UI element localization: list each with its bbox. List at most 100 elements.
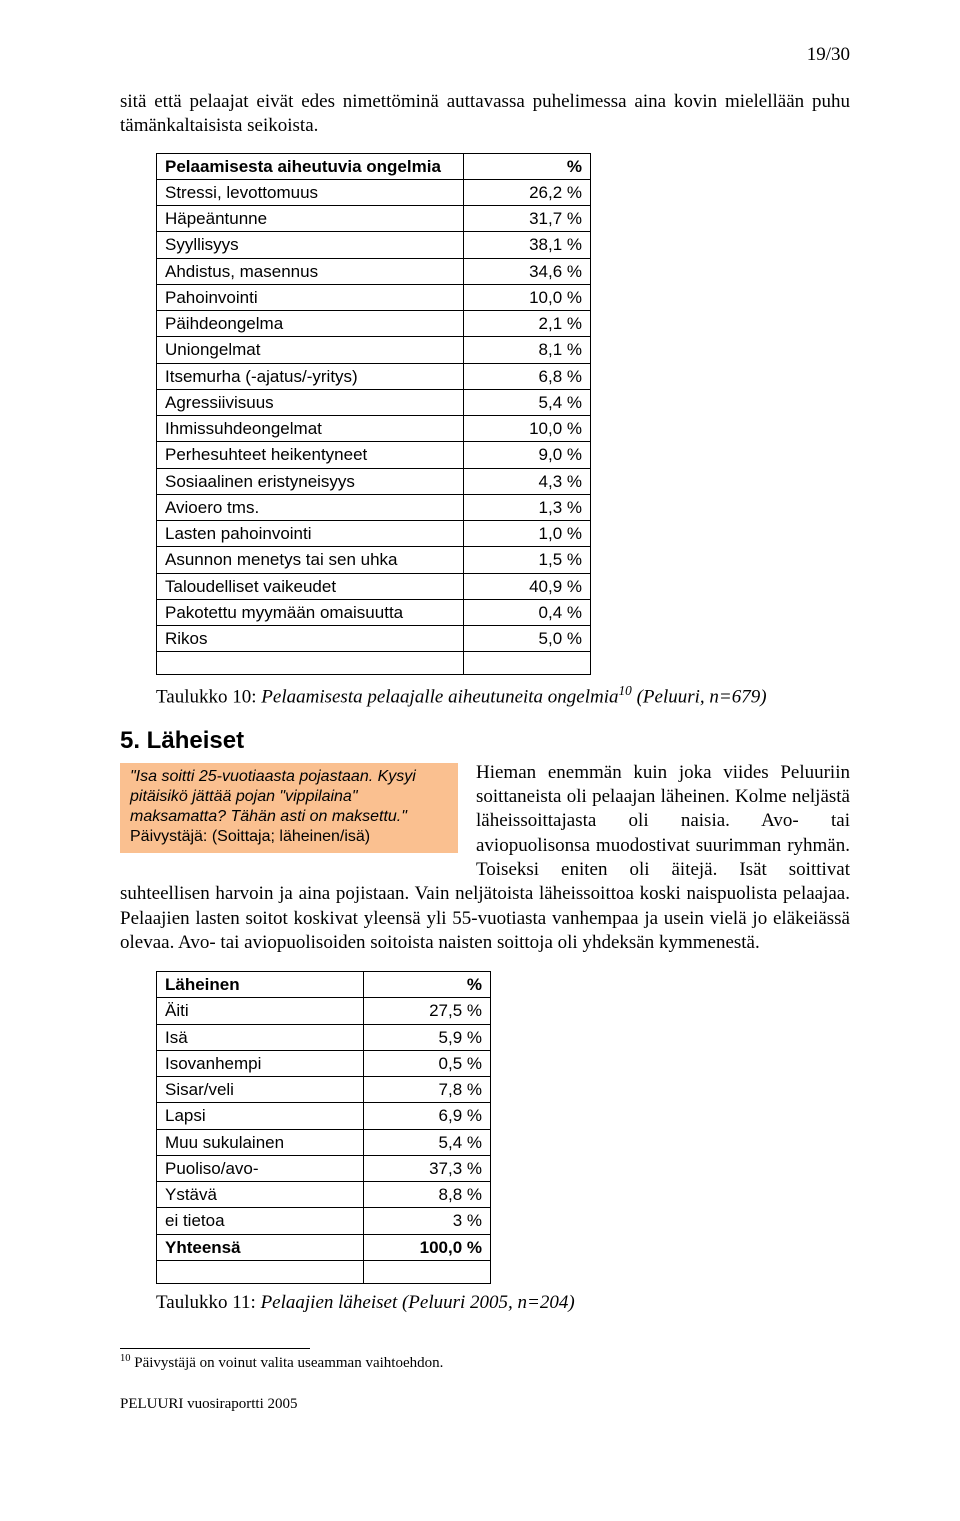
table-row: Stressi, levottomuus26,2 % <box>157 179 591 205</box>
quote-box: "Isa soitti 25-vuotiaasta pojastaan. Kys… <box>120 763 458 853</box>
table-row: Agressiivisuus5,4 % <box>157 389 591 415</box>
table-row: Sisar/veli7,8 % <box>157 1077 491 1103</box>
table-row: Avioero tms.1,3 % <box>157 494 591 520</box>
table-row: Muu sukulainen5,4 % <box>157 1129 491 1155</box>
cell-label: Pahoinvointi <box>157 284 464 310</box>
cell-value: 1,3 % <box>464 494 591 520</box>
section5-wrap: "Isa soitti 25-vuotiaasta pojastaan. Kys… <box>120 761 850 962</box>
cell-label: Äiti <box>157 998 364 1024</box>
caption1-prefix: Taulukko 10: <box>156 687 261 708</box>
cell-value: 10,0 % <box>464 284 591 310</box>
table-row: Ystävä8,8 % <box>157 1182 491 1208</box>
table-row: Sosiaalinen eristyneisyys4,3 % <box>157 468 591 494</box>
table-problems: Pelaamisesta aiheutuvia ongelmia%Stressi… <box>156 153 591 676</box>
table-row: Isä5,9 % <box>157 1024 491 1050</box>
cell-value: 6,9 % <box>364 1103 491 1129</box>
cell-value: 8,8 % <box>364 1182 491 1208</box>
cell-value: 5,0 % <box>464 626 591 652</box>
cell-value: 5,4 % <box>464 389 591 415</box>
cell-value: 26,2 % <box>464 179 591 205</box>
cell-value: 40,9 % <box>464 573 591 599</box>
table-row: Ihmissuhdeongelmat10,0 % <box>157 416 591 442</box>
cell-value: 1,5 % <box>464 547 591 573</box>
table-row: Pahoinvointi10,0 % <box>157 284 591 310</box>
table-row: ei tietoa3 % <box>157 1208 491 1234</box>
cell-label: Agressiivisuus <box>157 389 464 415</box>
footnote-separator <box>120 1348 310 1349</box>
cell-label: Isä <box>157 1024 364 1050</box>
cell-value: 8,1 % <box>464 337 591 363</box>
table-row: Taloudelliset vaikeudet40,9 % <box>157 573 591 599</box>
table-relatives: Läheinen%Äiti27,5 %Isä5,9 %Isovanhempi0,… <box>156 971 491 1284</box>
cell-label: Ystävä <box>157 1182 364 1208</box>
cell-label: Sisar/veli <box>157 1077 364 1103</box>
cell-value: 2,1 % <box>464 311 591 337</box>
cell-label: Puoliso/avo- <box>157 1155 364 1181</box>
cell-value: 6,8 % <box>464 363 591 389</box>
cell-value: 38,1 % <box>464 232 591 258</box>
cell-value: 100,0 % <box>364 1234 491 1260</box>
table-row: Päihdeongelma2,1 % <box>157 311 591 337</box>
quote-line2: Päivystäjä: (Soittaja; läheinen/isä) <box>130 828 370 845</box>
cell-label: Sosiaalinen eristyneisyys <box>157 468 464 494</box>
cell-label: Rikos <box>157 626 464 652</box>
total-row: Yhteensä100,0 % <box>157 1234 491 1260</box>
cell-value: 9,0 % <box>464 442 591 468</box>
cell-label: Itsemurha (-ajatus/-yritys) <box>157 363 464 389</box>
cell-label: Uniongelmat <box>157 337 464 363</box>
caption2-prefix: Taulukko 11: <box>156 1292 261 1313</box>
footer: PELUURI vuosiraportti 2005 <box>120 1396 850 1413</box>
table-row: Rikos5,0 % <box>157 626 591 652</box>
table1-caption: Taulukko 10: Pelaamisesta pelaajalle aih… <box>156 683 850 708</box>
cell-value: 5,9 % <box>364 1024 491 1050</box>
cell-value: 34,6 % <box>464 258 591 284</box>
quote-line1: "Isa soitti 25-vuotiaasta pojastaan. Kys… <box>130 768 416 825</box>
page-number: 19/30 <box>807 44 850 66</box>
cell-value: 10,0 % <box>464 416 591 442</box>
cell-label: Muu sukulainen <box>157 1129 364 1155</box>
cell-label: ei tietoa <box>157 1208 364 1234</box>
table-row: Asunnon menetys tai sen uhka1,5 % <box>157 547 591 573</box>
cell-value: 37,3 % <box>364 1155 491 1181</box>
table-row: Lasten pahoinvointi1,0 % <box>157 521 591 547</box>
blank-row <box>157 652 591 675</box>
footnote: 10 Päivystäjä on voinut valita useamman … <box>120 1353 850 1372</box>
footnote-text: Päivystäjä on voinut valita useamman vai… <box>131 1355 444 1371</box>
table-row: Syyllisyys38,1 % <box>157 232 591 258</box>
cell-label: Isovanhempi <box>157 1050 364 1076</box>
cell-label: Syyllisyys <box>157 232 464 258</box>
cell-value: 1,0 % <box>464 521 591 547</box>
table-row: Lapsi6,9 % <box>157 1103 491 1129</box>
cell-label: Asunnon menetys tai sen uhka <box>157 547 464 573</box>
cell-label: Lasten pahoinvointi <box>157 521 464 547</box>
table-row: Pakotettu myymään omaisuutta0,4 % <box>157 599 591 625</box>
cell-label: Häpeäntunne <box>157 206 464 232</box>
cell-label: Ihmissuhdeongelmat <box>157 416 464 442</box>
table-row: Itsemurha (-ajatus/-yritys)6,8 % <box>157 363 591 389</box>
table-row: Perhesuhteet heikentyneet9,0 % <box>157 442 591 468</box>
cell-value: 4,3 % <box>464 468 591 494</box>
cell-value: 27,5 % <box>364 998 491 1024</box>
table-row: Uniongelmat8,1 % <box>157 337 591 363</box>
cell-label: Pakotettu myymään omaisuutta <box>157 599 464 625</box>
intro-paragraph: sitä että pelaajat eivät edes nimettömin… <box>120 90 850 139</box>
footnote-num: 10 <box>120 1353 131 1364</box>
cell-value: 0,5 % <box>364 1050 491 1076</box>
blank-row <box>157 1260 491 1283</box>
table-row: Isovanhempi0,5 % <box>157 1050 491 1076</box>
table2-caption: Taulukko 11: Pelaajien läheiset (Peluuri… <box>156 1292 850 1314</box>
cell-label: Yhteensä <box>157 1234 364 1260</box>
cell-value: 7,8 % <box>364 1077 491 1103</box>
cell-label: Perhesuhteet heikentyneet <box>157 442 464 468</box>
caption1-sup: 10 <box>619 683 632 698</box>
cell-value: 0,4 % <box>464 599 591 625</box>
cell-label: Päihdeongelma <box>157 311 464 337</box>
caption1-suffix: (Peluuri, n=679) <box>632 687 767 708</box>
caption1-ital: Pelaamisesta pelaajalle aiheutuneita ong… <box>261 687 618 708</box>
caption2-ital: Pelaajien läheiset (Peluuri 2005, n=204) <box>261 1292 575 1313</box>
cell-label: Lapsi <box>157 1103 364 1129</box>
cell-label: Ahdistus, masennus <box>157 258 464 284</box>
table-row: Puoliso/avo-37,3 % <box>157 1155 491 1181</box>
cell-value: 5,4 % <box>364 1129 491 1155</box>
table-row: Äiti27,5 % <box>157 998 491 1024</box>
